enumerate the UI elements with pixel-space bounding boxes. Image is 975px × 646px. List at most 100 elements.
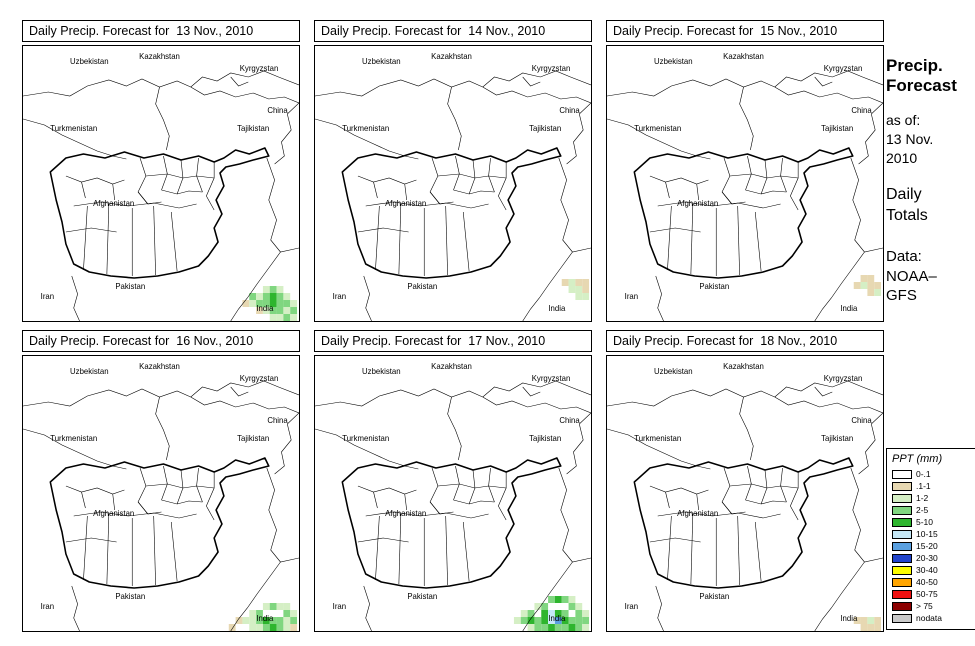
precip-cell xyxy=(575,293,583,300)
country-borders xyxy=(23,70,299,321)
country-labels: Uzbekistan Kazakhstan Kyrgyzstan China Turkm… xyxy=(625,52,873,313)
precip-cell xyxy=(554,596,562,603)
legend-row: 20-30 xyxy=(892,552,972,564)
country-label-afghanistan: Afghanistan xyxy=(385,199,426,208)
data-source-line2: GFS xyxy=(886,287,917,305)
precip-cell xyxy=(541,603,549,610)
forecast-panel-14nov: Daily Precip. Forecast for 14 Nov., 2010… xyxy=(314,20,592,322)
precip-cell xyxy=(561,624,569,631)
country-label-iran: Iran xyxy=(625,602,638,611)
figure-title: Precip. Forecast xyxy=(886,56,974,97)
map-frame: Uzbekistan Kazakhstan Kyrgyzstan China Turkm… xyxy=(314,45,592,322)
period-line2: Totals xyxy=(886,207,928,225)
precip-cell xyxy=(561,610,569,617)
country-label-kyrgyzstan: Kyrgyzstan xyxy=(240,64,279,73)
data-source-block: Data: NOAA– GFS xyxy=(886,247,974,306)
sidebar: Precip. Forecast as of: 13 Nov. 2010 Dai… xyxy=(886,56,974,306)
precip-cell xyxy=(269,603,277,610)
legend-swatch xyxy=(892,553,912,563)
precip-cell xyxy=(568,279,576,286)
country-label-tajikistan: Tajikistan xyxy=(529,124,561,133)
precip-cell xyxy=(874,282,882,289)
period-block: Daily Totals xyxy=(886,185,974,227)
precip-cell xyxy=(269,617,277,624)
precip-cell xyxy=(276,286,284,293)
legend-label: 10-15 xyxy=(916,529,938,539)
precip-cell xyxy=(290,300,298,307)
country-label-tajikistan: Tajikistan xyxy=(237,124,269,133)
country-label-pakistan: Pakistan xyxy=(115,282,145,291)
precip-cell xyxy=(548,596,555,603)
panel-title: Daily Precip. Forecast for 16 Nov., 2010 xyxy=(22,330,300,352)
precip-cell xyxy=(283,624,291,631)
as-of-label: as of: xyxy=(886,111,921,128)
legend-swatch xyxy=(892,601,912,611)
precip-cell xyxy=(575,610,583,617)
country-labels: Uzbekistan Kazakhstan Kyrgyzstan China Turkm… xyxy=(41,52,289,313)
country-label-afghanistan: Afghanistan xyxy=(677,509,718,518)
precip-cell xyxy=(276,293,284,300)
country-label-uzbekistan: Uzbekistan xyxy=(362,57,401,66)
legend-swatch xyxy=(892,493,912,503)
legend-swatch xyxy=(892,469,912,479)
map-frame: Uzbekistan Kazakhstan Kyrgyzstan China Turkm… xyxy=(606,45,884,322)
precip-cell xyxy=(256,610,263,617)
legend-label: 30-40 xyxy=(916,565,938,575)
precip-cell xyxy=(860,275,868,282)
precip-cell xyxy=(561,279,569,286)
precip-cell xyxy=(860,617,868,624)
country-label-turkmenistan: Turkmenistan xyxy=(50,124,97,133)
precip-cell xyxy=(242,617,250,624)
legend-row: 10-15 xyxy=(892,528,972,540)
precip-cell xyxy=(235,617,243,624)
panel-title: Daily Precip. Forecast for 18 Nov., 2010 xyxy=(606,330,884,352)
country-label-kyrgyzstan: Kyrgyzstan xyxy=(532,374,571,383)
country-labels: Uzbekistan Kazakhstan Kyrgyzstan China Turkm… xyxy=(41,362,289,623)
legend-row: nodata xyxy=(892,612,972,624)
legend-row: 0-.1 xyxy=(892,468,972,480)
precip-cell xyxy=(541,624,549,631)
precip-cell xyxy=(513,617,521,624)
panel-title: Daily Precip. Forecast for 15 Nov., 2010 xyxy=(606,20,884,42)
country-label-kazakhstan: Kazakhstan xyxy=(723,52,764,61)
precip-cell xyxy=(290,307,298,314)
precip-cell xyxy=(276,624,284,631)
country-label-india: India xyxy=(256,614,273,623)
country-label-kazakhstan: Kazakhstan xyxy=(723,362,764,371)
country-label-tajikistan: Tajikistan xyxy=(237,434,269,443)
precip-cells xyxy=(242,286,298,321)
precip-cell xyxy=(548,624,555,631)
country-label-china: China xyxy=(267,106,288,115)
country-label-kazakhstan: Kazakhstan xyxy=(139,362,180,371)
country-borders xyxy=(23,380,299,631)
figure-title-line2: Forecast xyxy=(886,76,957,96)
map-canvas: Uzbekistan Kazakhstan Kyrgyzstan China Turkm… xyxy=(315,52,591,321)
legend-swatch xyxy=(892,541,912,551)
precip-cell xyxy=(283,307,291,314)
country-label-pakistan: Pakistan xyxy=(115,592,145,601)
precip-cell xyxy=(582,610,590,617)
data-source-label: Data: xyxy=(886,248,922,266)
country-borders xyxy=(607,380,883,631)
precip-cell xyxy=(283,603,291,610)
legend-label: 20-30 xyxy=(916,553,938,563)
country-label-pakistan: Pakistan xyxy=(407,282,437,291)
precip-cell xyxy=(256,300,263,307)
precip-cell xyxy=(548,617,555,624)
precip-cell xyxy=(568,624,576,631)
legend-row: 5-10 xyxy=(892,516,972,528)
precip-cell xyxy=(262,307,270,314)
country-label-india: India xyxy=(840,614,857,623)
forecast-panel-15nov: Daily Precip. Forecast for 15 Nov., 2010… xyxy=(606,20,884,322)
precip-cell xyxy=(276,603,284,610)
precip-cell xyxy=(534,617,542,624)
country-label-afghanistan: Afghanistan xyxy=(385,509,426,518)
country-label-kazakhstan: Kazakhstan xyxy=(139,52,180,61)
precip-cell xyxy=(575,617,583,624)
data-source-line1: NOAA– xyxy=(886,267,937,285)
precip-cell xyxy=(527,610,535,617)
precip-cell xyxy=(867,289,875,296)
precip-cell xyxy=(867,624,875,631)
country-labels: Uzbekistan Kazakhstan Kyrgyzstan China Turkm… xyxy=(333,52,581,313)
country-label-uzbekistan: Uzbekistan xyxy=(654,367,693,376)
